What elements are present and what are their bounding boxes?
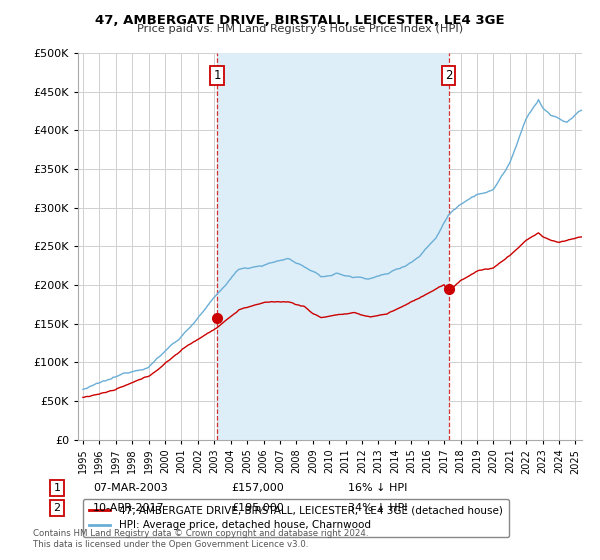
Text: 47, AMBERGATE DRIVE, BIRSTALL, LEICESTER, LE4 3GE: 47, AMBERGATE DRIVE, BIRSTALL, LEICESTER…	[95, 14, 505, 27]
Text: Price paid vs. HM Land Registry's House Price Index (HPI): Price paid vs. HM Land Registry's House …	[137, 24, 463, 34]
Text: 07-MAR-2003: 07-MAR-2003	[93, 483, 168, 493]
Text: 1: 1	[53, 483, 61, 493]
Bar	[217, 53, 449, 440]
Text: 16% ↓ HPI: 16% ↓ HPI	[348, 483, 407, 493]
Text: 1: 1	[214, 69, 221, 82]
Text: £195,000: £195,000	[231, 503, 284, 513]
Text: 10-APR-2017: 10-APR-2017	[93, 503, 164, 513]
Text: 2: 2	[445, 69, 452, 82]
Legend: 47, AMBERGATE DRIVE, BIRSTALL, LEICESTER,  LE4 3GE (detached house), HPI: Averag: 47, AMBERGATE DRIVE, BIRSTALL, LEICESTER…	[83, 499, 509, 536]
Text: £157,000: £157,000	[231, 483, 284, 493]
Text: 2: 2	[53, 503, 61, 513]
Text: Contains HM Land Registry data © Crown copyright and database right 2024.
This d: Contains HM Land Registry data © Crown c…	[33, 529, 368, 549]
Text: 34% ↓ HPI: 34% ↓ HPI	[348, 503, 407, 513]
